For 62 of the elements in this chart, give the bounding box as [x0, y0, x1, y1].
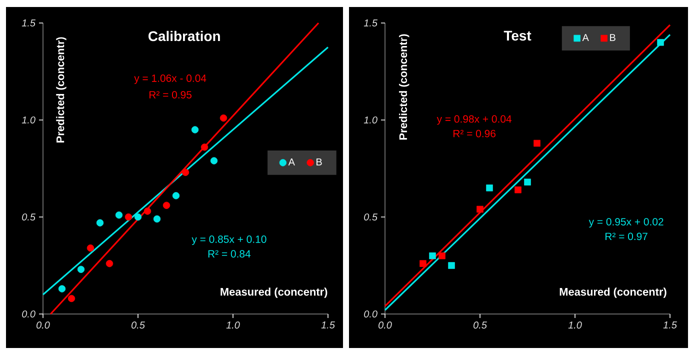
x-tick-label: 1.5: [321, 322, 335, 328]
x-tick-label: 0.0: [36, 322, 50, 329]
point: [153, 215, 161, 223]
point: [106, 260, 114, 268]
y-tick-label: 1.0: [22, 116, 36, 124]
legend-label: B: [610, 34, 616, 41]
x-axis-title: Measured (concentr): [220, 288, 328, 298]
point: [77, 266, 85, 273]
annotation: y = 0.98x + 0.04: [436, 115, 512, 125]
y-axis-title: Predicted (concentr): [398, 34, 410, 140]
annotation: y = 1.06x - 0.04: [134, 74, 206, 84]
point: [486, 184, 493, 192]
point: [191, 126, 199, 134]
legend-label: A: [582, 34, 589, 41]
chart-title: Calibration: [148, 30, 220, 42]
point: [172, 192, 180, 200]
annotation: y = 0.95x + 0.02: [588, 218, 664, 228]
x-tick-label: 0.5: [474, 322, 487, 329]
x-tick-label: 1.0: [226, 322, 240, 329]
x-tick-label: 1.5: [663, 322, 677, 328]
point: [657, 39, 664, 46]
y-tick-label: 1.5: [22, 20, 36, 26]
x-tick-label: 0.5: [132, 322, 145, 329]
point: [429, 252, 436, 260]
legend-label: B: [316, 158, 322, 166]
point: [182, 168, 190, 176]
point: [514, 186, 522, 194]
point: [68, 294, 76, 302]
annotation: y = 0.85x + 0.10: [192, 236, 266, 246]
y-axis-title: Predicted (concentr): [56, 37, 66, 142]
annotation: R² = 0.95: [150, 91, 192, 98]
point: [124, 213, 132, 221]
legend-label: A: [288, 158, 295, 166]
chart-title: Test: [504, 30, 532, 41]
point: [476, 206, 484, 213]
annotation: R² = 0.84: [208, 250, 251, 258]
y-tick-label: 0.5: [22, 213, 36, 221]
point: [210, 157, 218, 164]
x-tick-label: 0.0: [378, 322, 392, 329]
point: [438, 252, 446, 260]
point: [96, 219, 104, 226]
y-tick-label: 1.5: [364, 20, 378, 26]
point: [115, 211, 123, 219]
point: [534, 140, 540, 147]
point: [134, 213, 142, 221]
y-tick-label: 0.0: [364, 310, 378, 318]
point: [420, 260, 426, 267]
y-tick-label: 1.0: [364, 116, 378, 124]
point: [144, 208, 152, 215]
point: [162, 202, 170, 209]
point: [58, 285, 66, 292]
y-tick-label: 0.0: [22, 310, 36, 318]
point: [200, 144, 208, 151]
annotation: R² = 0.97: [606, 232, 648, 240]
point: [448, 262, 455, 269]
x-tick-label: 1.0: [568, 322, 582, 329]
annotation: R² = 0.96: [454, 130, 496, 138]
point: [86, 244, 94, 252]
x-axis-title: Measured (concentr): [560, 288, 666, 298]
point: [524, 178, 531, 186]
point: [220, 114, 228, 122]
y-tick-label: 0.5: [364, 213, 378, 221]
